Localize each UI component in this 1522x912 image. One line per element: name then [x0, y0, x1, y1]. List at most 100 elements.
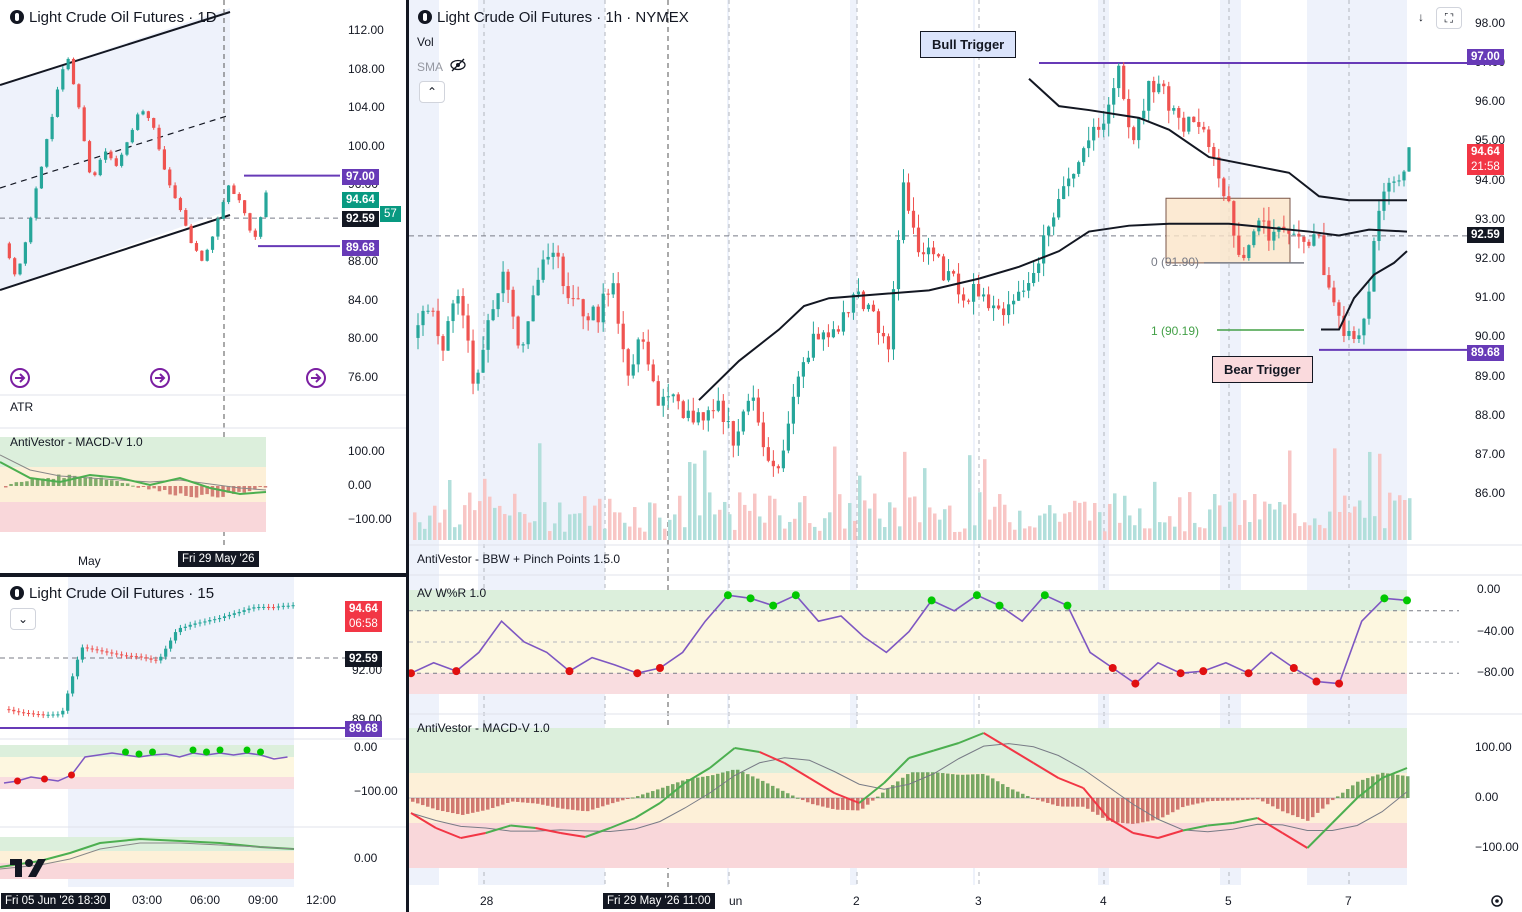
pane-separator-vertical[interactable]: [406, 0, 409, 912]
sma-indicator-label[interactable]: SMA: [417, 60, 444, 74]
volume-bar: [1378, 453, 1382, 540]
wr-overbought-dot: [723, 591, 732, 600]
h1-candle-body: [1137, 118, 1141, 141]
m15-candle-body: [257, 607, 261, 609]
anchored-vwap-line: [698, 222, 1408, 401]
h1-candle-body: [521, 344, 525, 346]
h1-candle-body: [1097, 126, 1101, 130]
h1-candle-body: [491, 309, 495, 321]
volume-bar: [478, 501, 482, 540]
volume-bar: [1303, 522, 1307, 540]
daily-chart-canvas[interactable]: [0, 0, 406, 573]
h1-candle-body: [596, 306, 600, 323]
daily-macd-label[interactable]: AntiVestor - MACD-V 1.0: [10, 435, 143, 449]
volume-bar: [1183, 531, 1187, 540]
macd-histogram-bar: [131, 485, 135, 487]
macd-histogram-bar: [1386, 773, 1390, 798]
volume-bar: [1253, 494, 1257, 540]
macd-histogram-bar: [1286, 798, 1290, 814]
m15-candle-body: [203, 621, 207, 623]
download-icon[interactable]: ↓: [1409, 7, 1433, 27]
volume-bar: [598, 498, 602, 540]
volume-bar: [473, 510, 477, 540]
macd-histogram-bar: [41, 478, 45, 486]
h1-candle-body: [651, 364, 655, 382]
channel-fill: [0, 8, 230, 290]
macd-histogram-bar: [1221, 798, 1225, 801]
bbw-indicator-label[interactable]: AntiVestor - BBW + Pinch Points 1.5.0: [417, 552, 621, 566]
bull-trigger-label[interactable]: Bull Trigger: [920, 31, 1017, 58]
volume-indicator-label[interactable]: Vol: [417, 35, 434, 49]
macd-histogram-bar: [761, 780, 765, 798]
h1-chart-pane[interactable]: Light Crude Oil Futures · 1h · NYMEX Vol…: [409, 0, 1522, 912]
bear-trigger-label[interactable]: Bear Trigger: [1212, 356, 1313, 383]
macd-histogram-bar: [541, 798, 545, 805]
macd-line-segment: [908, 749, 935, 759]
macd-histogram-bar: [231, 486, 236, 494]
m15-chart-pane[interactable]: Light Crude Oil Futures · 15 ⌄ 92.00 89.0…: [0, 577, 406, 912]
h1-price-tick: 91.00: [1475, 290, 1506, 305]
h1-candle-body: [531, 295, 535, 322]
macd-histogram-bar: [51, 478, 56, 486]
macd-histogram-bar: [1106, 798, 1110, 821]
macd-histogram-bar: [1091, 798, 1095, 812]
macd-histogram-bar: [901, 777, 905, 798]
m15-candle-body: [169, 640, 173, 649]
m15-candle-body: [276, 606, 280, 608]
macd-histogram-bar: [1401, 775, 1405, 798]
h1-macd-label[interactable]: AntiVestor - MACD-V 1.0: [417, 721, 550, 735]
h1-bear-level-tag: 89.68: [1467, 345, 1504, 361]
volume-bar: [1173, 526, 1177, 540]
collapse-chevron-button[interactable]: ⌄: [10, 608, 36, 630]
macd-histogram-bar: [1186, 798, 1190, 806]
volume-bar: [673, 514, 677, 540]
h1-chart-canvas[interactable]: [409, 0, 1522, 912]
volume-bar: [688, 462, 692, 540]
volume-bar: [958, 531, 962, 540]
volume-bar: [1338, 511, 1342, 540]
m15-wr-tick: 0.00: [354, 740, 378, 754]
macd-histogram-bar: [926, 772, 930, 798]
h1-candle-body: [881, 332, 886, 337]
daily-candle-body: [221, 202, 225, 219]
volume-bar: [1403, 500, 1407, 540]
m15-chart-canvas[interactable]: [0, 577, 406, 912]
wr-indicator-label[interactable]: AV W%R 1.0: [417, 586, 487, 600]
daily-chart-pane[interactable]: Light Crude Oil Futures · 1D ATR AntiVes…: [0, 0, 406, 573]
macd-histogram-bar: [586, 798, 590, 812]
volume-bar: [738, 492, 742, 540]
daily-candle-body: [136, 114, 140, 130]
h1-price-tick: 94.00: [1475, 172, 1506, 187]
h1-bull-level-tag: 97.00: [1467, 49, 1504, 65]
macd-signal-line: [410, 743, 1408, 833]
h1-candle-body: [726, 421, 730, 423]
macd-histogram-bar: [986, 775, 990, 798]
macd-line-segment: [808, 777, 835, 794]
fullscreen-icon[interactable]: ⛶: [1436, 7, 1462, 29]
h1-candle-body: [951, 271, 956, 274]
h1-candle-body: [416, 325, 420, 338]
macd-histogram-bar: [636, 796, 640, 798]
macd-histogram-bar: [94, 478, 98, 486]
atr-indicator-label[interactable]: ATR: [10, 400, 34, 414]
m15-candle-body: [291, 605, 295, 607]
m15-candle-body: [129, 655, 133, 657]
macd-histogram-bar: [1321, 798, 1325, 809]
volume-bar: [803, 495, 807, 540]
h1-prev-close-tag: 92.59: [1467, 227, 1504, 243]
macd-line-segment: [734, 747, 760, 753]
macd-histogram-bar: [19, 481, 24, 486]
m15-candle-body: [218, 618, 222, 620]
macd-histogram-bar: [686, 779, 690, 798]
h1-candle-body: [1337, 302, 1341, 316]
wr-oversold-dot: [1131, 679, 1140, 688]
volume-bar: [558, 502, 562, 540]
collapse-chevron-button[interactable]: ⌃: [419, 81, 445, 103]
macd-histogram-bar: [486, 798, 490, 810]
daily-candle-body: [157, 127, 161, 150]
macd-histogram-bar: [1226, 798, 1230, 801]
pane-separator-horizontal[interactable]: [0, 573, 406, 577]
h1-candle-body: [996, 305, 1001, 309]
h1-candle-body: [421, 310, 425, 326]
macd-histogram-bar: [110, 480, 114, 486]
